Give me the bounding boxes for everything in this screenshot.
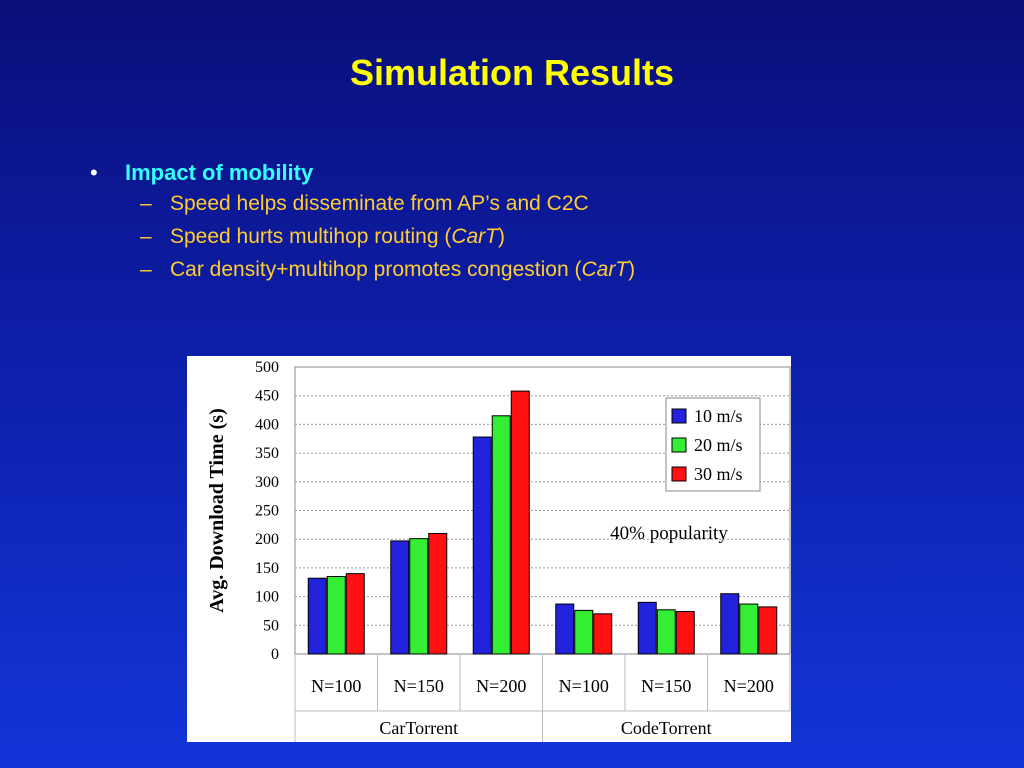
bar-10-m-s-6 [720, 593, 740, 655]
sub-bullet-list: – Speed helps disseminate from AP’s and … [140, 192, 635, 282]
bullet-text: Impact of mobility [125, 160, 314, 185]
y-tick-label: 350 [255, 445, 279, 462]
group-label: CarTorrent [379, 718, 458, 738]
y-tick-label: 200 [255, 531, 279, 548]
bullet-dot-icon: • [90, 160, 98, 185]
bar-20-m-s-4 [574, 609, 594, 655]
legend-label: 30 m/s [694, 464, 743, 484]
bar-20-m-s-1 [326, 576, 346, 655]
bar-20-m-s-3 [491, 415, 511, 655]
legend-label: 20 m/s [694, 435, 743, 455]
y-tick-label: 300 [255, 474, 279, 491]
bar-30-m-s-4 [593, 613, 613, 655]
legend-label: 10 m/s [694, 406, 743, 426]
dash-icon: – [140, 258, 152, 281]
bar-20-m-s-2 [409, 538, 429, 655]
bar-30-m-s-5 [675, 611, 695, 655]
y-axis-label: Avg. Download Time (s) [206, 408, 228, 612]
sub-bullet-italic: CarT [451, 225, 498, 248]
x-tick-label: N=150 [641, 676, 691, 696]
y-tick-label: 400 [255, 416, 279, 433]
sub-bullet-italic: CarT [581, 258, 629, 281]
bar-10-m-s-4 [555, 603, 575, 655]
group-label: CodeTorrent [621, 718, 712, 738]
slide-title: Simulation Results [349, 52, 675, 93]
y-tick-label: 250 [255, 503, 279, 520]
bar-chart: 0 50 100 150 200 250 300 350 400 450 500 Avg. Downl… [187, 356, 791, 742]
x-tick-label: N=150 [394, 676, 444, 696]
sub-bullet-3: – Car density+multihop promotes congesti… [140, 258, 635, 282]
dash-icon: – [140, 225, 152, 248]
x-tick-label: N=200 [724, 676, 774, 696]
bar-10-m-s-3 [472, 436, 492, 655]
sub-bullet-text: Car density+multihop promotes congestion… [170, 258, 582, 281]
sub-bullet-after: ) [498, 225, 505, 248]
sub-bullet-after: ) [628, 258, 636, 281]
legend-swatch [671, 408, 687, 424]
y-tick-label: 450 [255, 388, 279, 405]
dash-icon: – [140, 192, 152, 215]
y-tick-label: 0 [271, 646, 279, 663]
sub-bullet-2: – Speed hurts multihop routing (CarT) [140, 225, 635, 249]
bar-20-m-s-6 [739, 603, 759, 655]
bullet-list: • Impact of mobility – Speed helps disse… [90, 160, 635, 291]
bullet-item: • Impact of mobility – Speed helps disse… [90, 160, 635, 282]
bar-10-m-s-2 [390, 540, 410, 655]
y-tick-label: 150 [255, 560, 279, 577]
y-tick-label: 50 [263, 617, 279, 634]
bar-10-m-s-5 [637, 601, 657, 655]
chart-annotation: 40% popularity [610, 523, 728, 544]
bar-10-m-s-1 [307, 577, 327, 655]
sub-bullet-text: Speed hurts multihop routing ( [170, 225, 452, 248]
bar-30-m-s-1 [345, 573, 365, 655]
bar-30-m-s-3 [510, 390, 530, 655]
bar-30-m-s-2 [428, 532, 448, 655]
sub-bullet-text: Speed helps disseminate from AP’s and C2… [170, 192, 589, 215]
x-tick-label: N=100 [559, 676, 609, 696]
legend-swatch [671, 437, 687, 453]
x-tick-label: N=200 [476, 676, 526, 696]
legend-swatch [671, 466, 687, 482]
bar-20-m-s-5 [656, 609, 676, 655]
y-tick-label: 100 [255, 589, 279, 606]
bar-30-m-s-6 [758, 606, 778, 655]
x-tick-label: N=100 [311, 676, 361, 696]
chart-svg: 0 50 100 150 200 250 300 350 400 450 500 Avg. Downl… [206, 359, 791, 742]
sub-bullet-1: – Speed helps disseminate from AP’s and … [140, 192, 635, 216]
y-tick-label: 500 [255, 359, 279, 376]
